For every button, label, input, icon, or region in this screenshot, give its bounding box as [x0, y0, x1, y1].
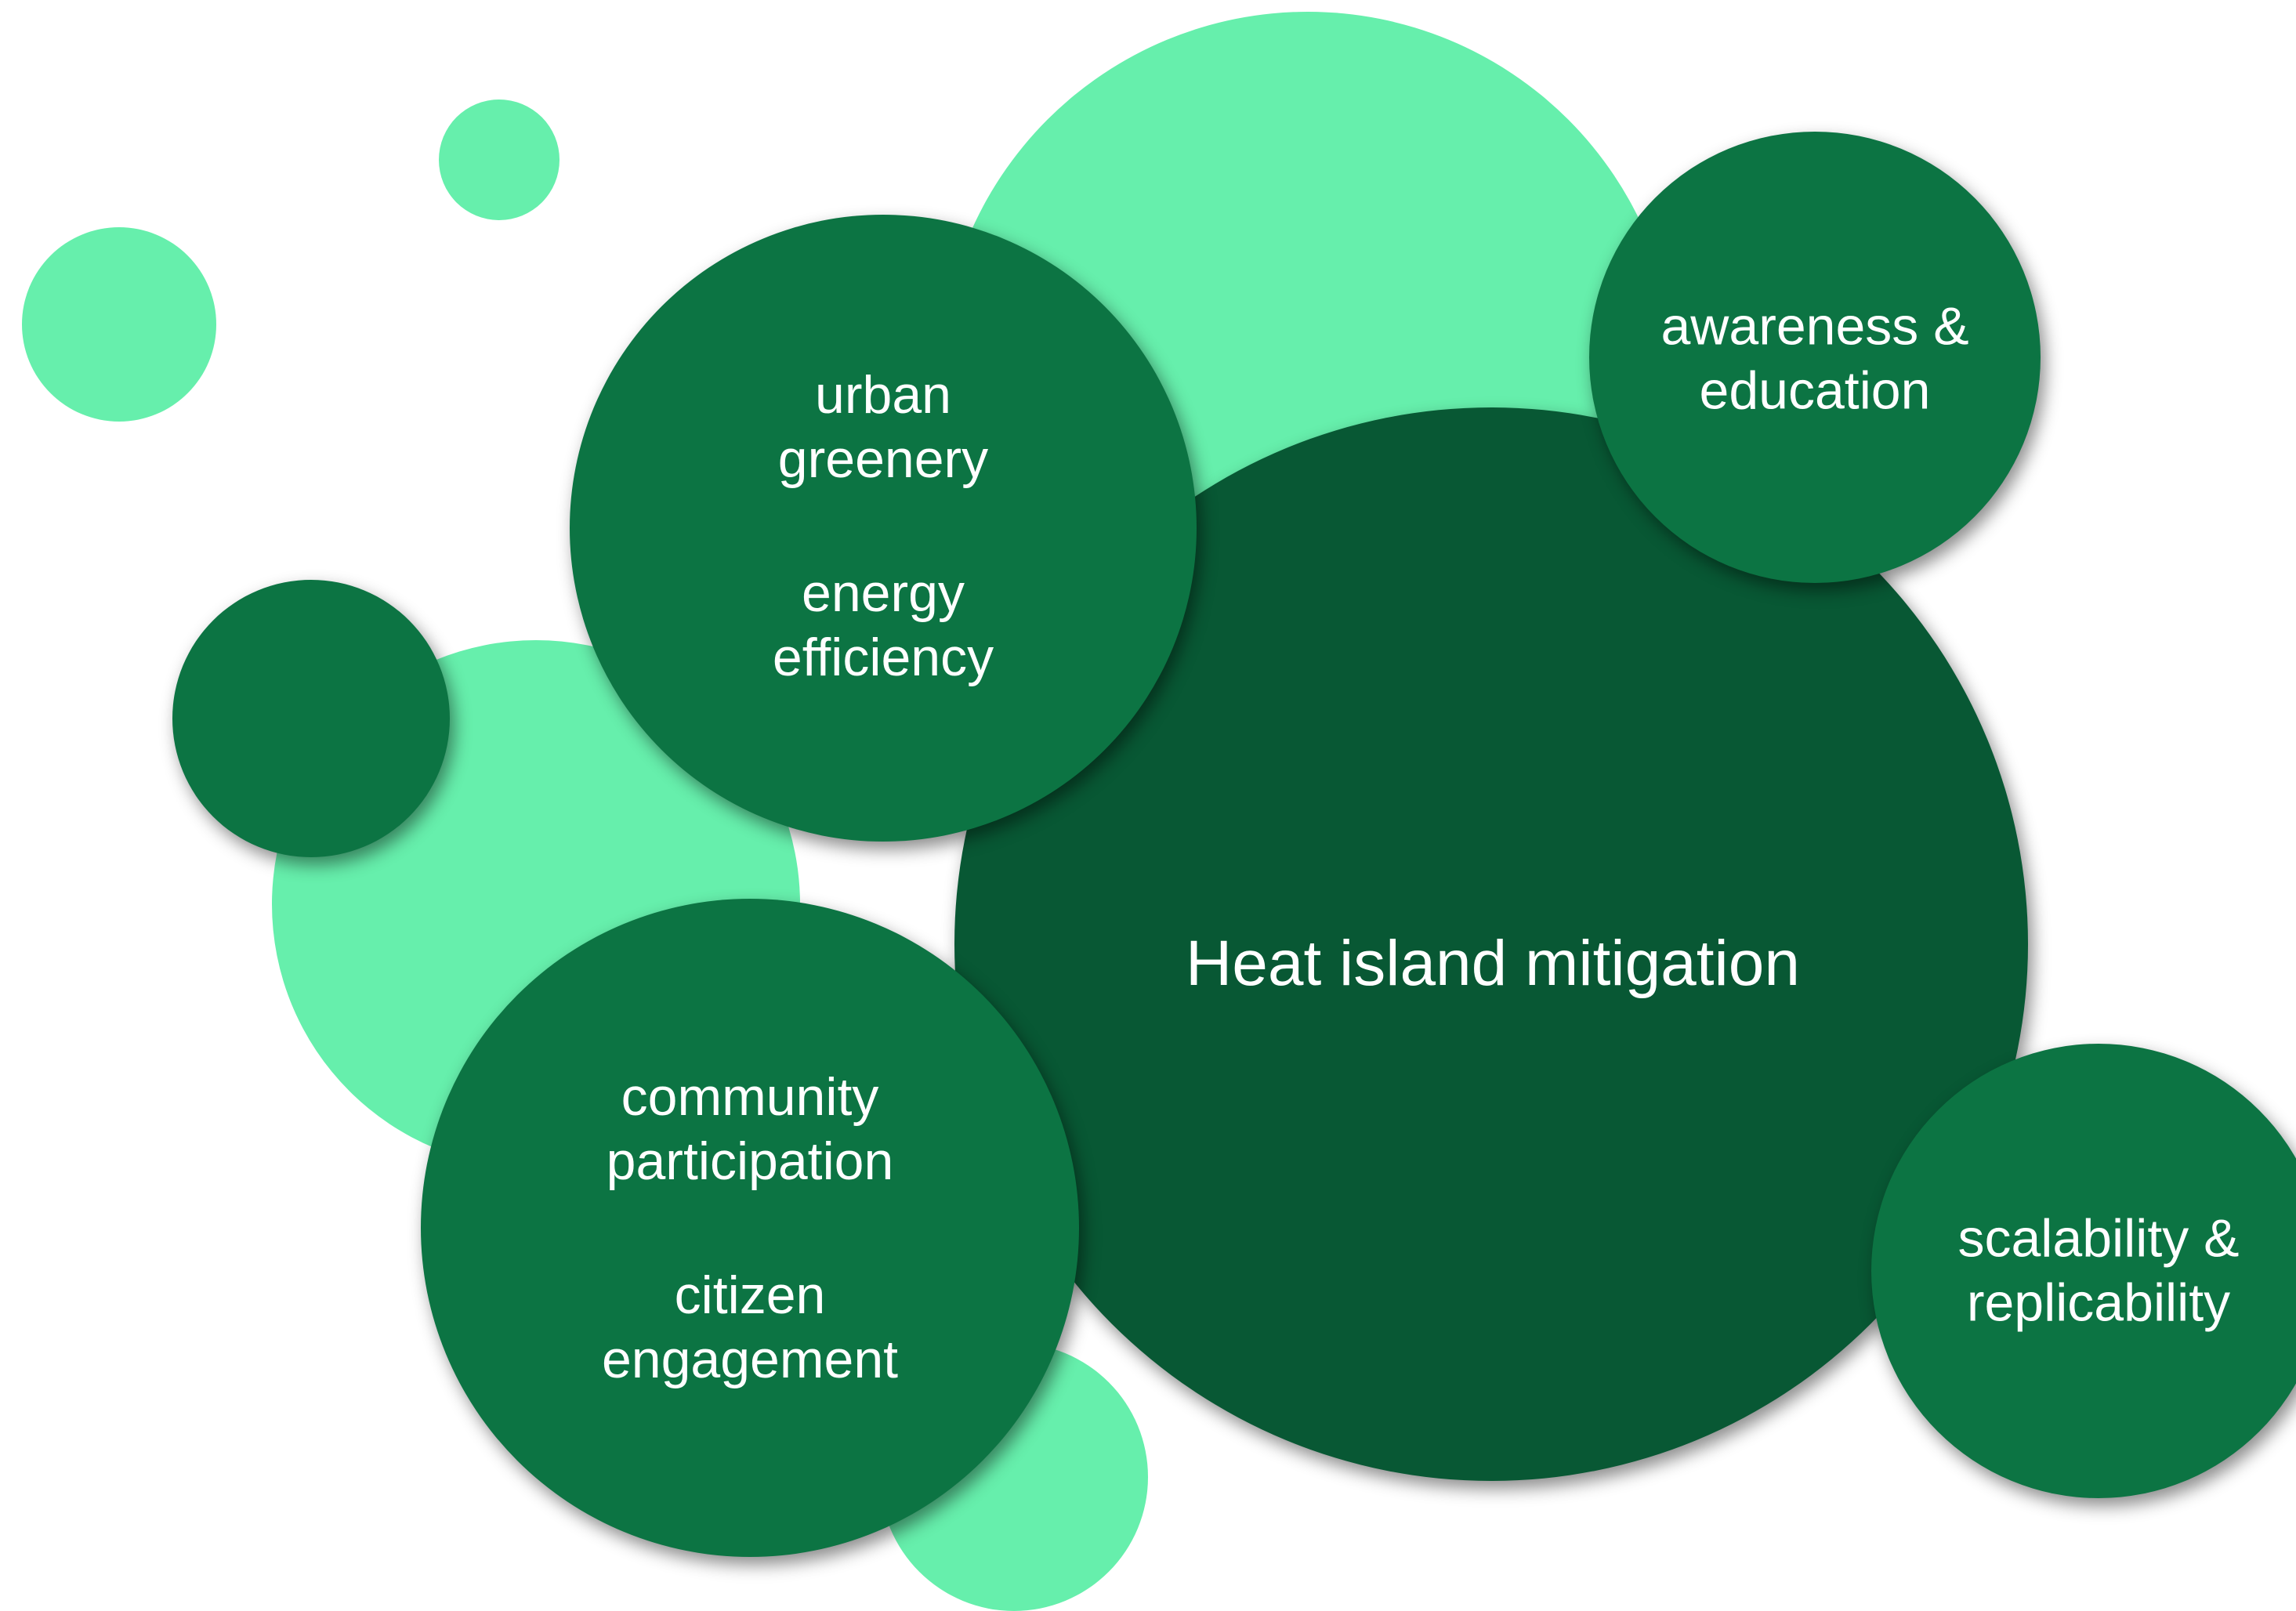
topic-label-scalability: scalability & replicability [1957, 1207, 2239, 1334]
center-title: Heat island mitigation [1186, 927, 1800, 999]
greenery-line-4: efficiency [772, 627, 994, 687]
awareness-line-1: awareness & [1660, 296, 1969, 357]
topic-circle-community [421, 899, 1079, 1557]
community-line-2: participation [606, 1131, 894, 1191]
community-line-1: community [621, 1066, 879, 1127]
community-line-4: engagement [601, 1329, 899, 1389]
topic-label-community: community participation citizen engageme… [602, 1066, 898, 1392]
greenery-line-1: urban [815, 364, 951, 425]
topic-label-greenery: urban greenery energy efficiency [773, 364, 994, 690]
decor-circle-small-top [439, 100, 560, 220]
scalability-line-1: scalability & [1957, 1208, 2240, 1269]
community-line-3: citizen [674, 1265, 826, 1325]
decor-circle-dark-left [172, 580, 450, 857]
decor-circle-left [22, 227, 216, 422]
topic-label-awareness: awareness & education [1660, 295, 1968, 422]
scalability-line-2: replicability [1966, 1273, 2231, 1332]
topic-circle-greenery [570, 215, 1197, 842]
topic-circle-awareness [1589, 132, 2041, 583]
greenery-line-3: energy [802, 563, 965, 623]
greenery-line-2: greenery [777, 429, 989, 489]
awareness-line-2: education [1699, 360, 1931, 420]
topic-circle-scalability [1871, 1044, 2296, 1498]
